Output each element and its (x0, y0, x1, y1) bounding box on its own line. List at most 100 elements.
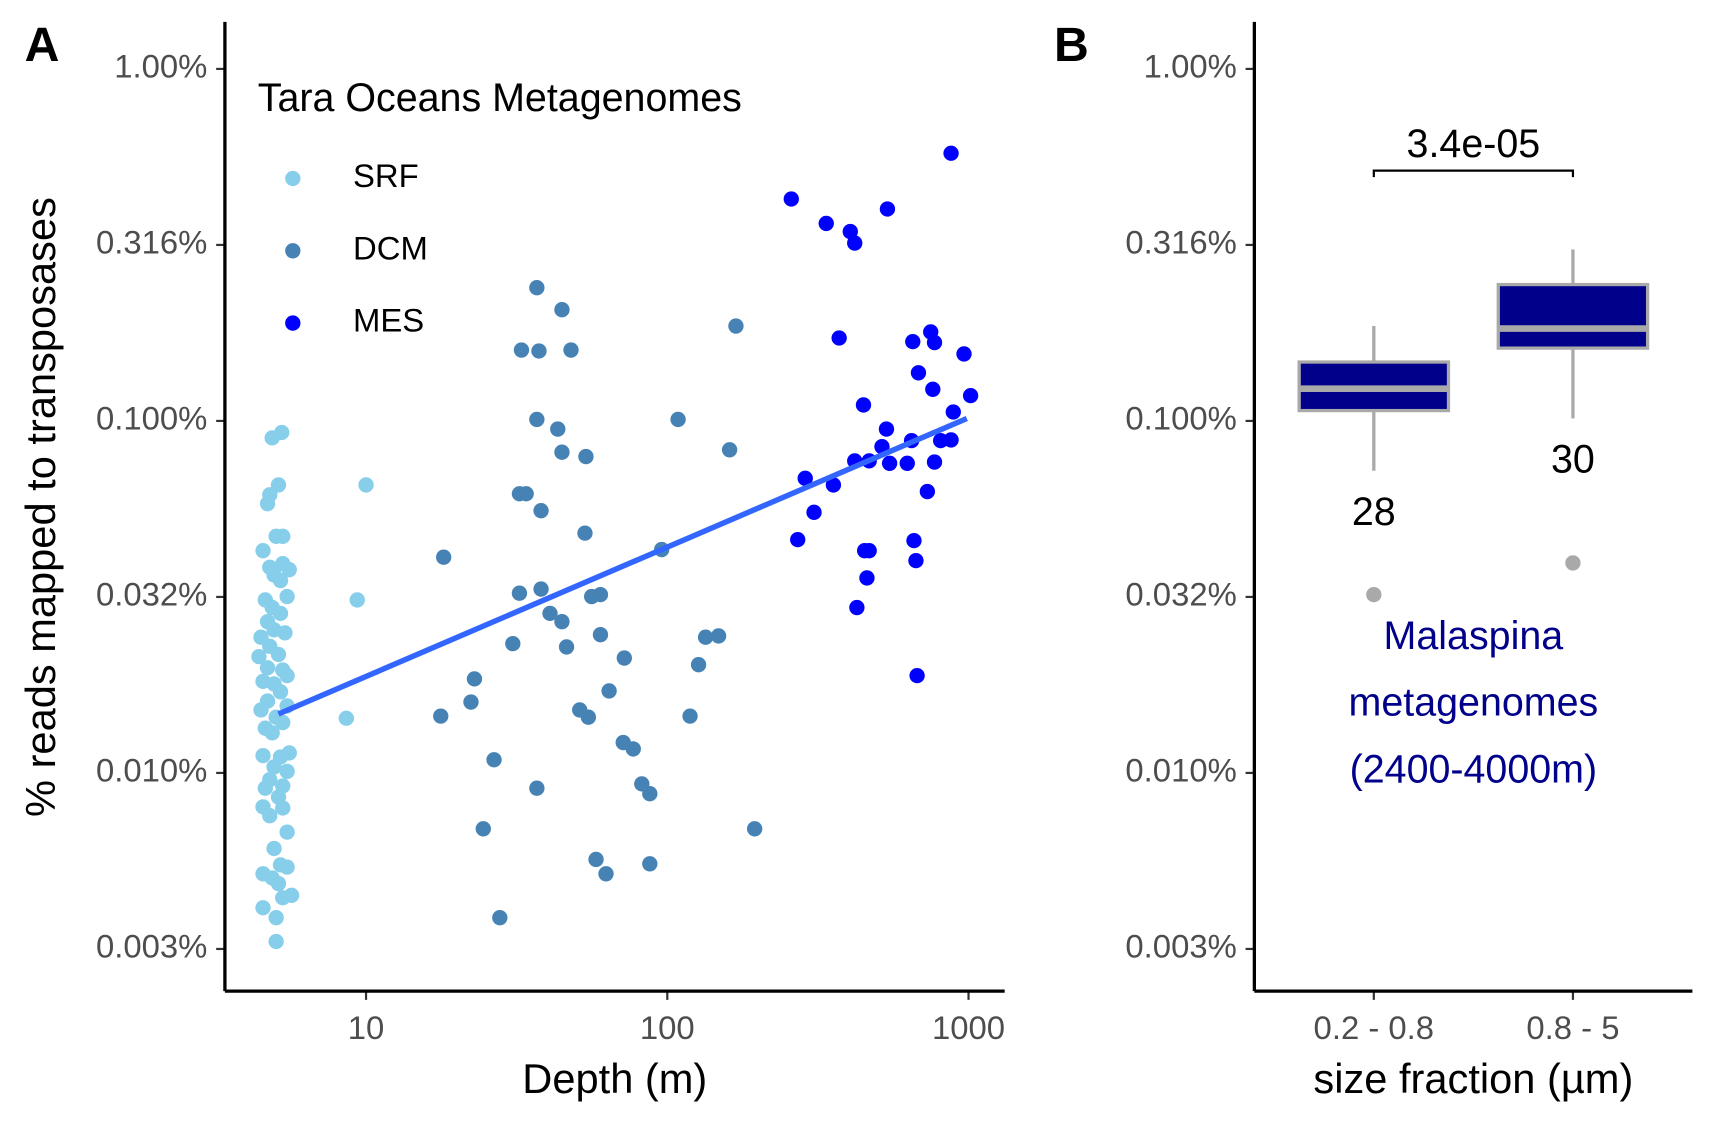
legend-title: Tara Oceans Metagenomes (258, 76, 742, 120)
point (919, 483, 936, 500)
point (861, 542, 877, 559)
point (642, 786, 658, 802)
annotation: Malaspina (1384, 614, 1564, 658)
x-axis-title: size fraction (µm) (1313, 1055, 1633, 1102)
outlier (1366, 586, 1382, 603)
box (1496, 282, 1650, 350)
point (859, 570, 875, 586)
point (783, 191, 799, 207)
point (436, 549, 452, 565)
point (592, 586, 609, 603)
point (251, 648, 267, 665)
point (588, 851, 604, 868)
point (905, 333, 921, 350)
point (849, 599, 865, 616)
point (275, 890, 291, 906)
point (910, 365, 927, 381)
point (945, 404, 961, 420)
y-tick-label: 0.032% (1125, 576, 1236, 613)
point (505, 635, 521, 652)
point (825, 477, 842, 493)
point (463, 694, 479, 710)
point (790, 531, 806, 548)
y-tick-label: 0.010% (96, 752, 207, 789)
point (909, 667, 925, 684)
point (746, 821, 763, 837)
point (338, 710, 354, 726)
legend-label: SRF (353, 157, 419, 194)
point (257, 780, 273, 796)
point (906, 532, 922, 549)
point (275, 528, 291, 545)
point (492, 910, 508, 926)
point (253, 702, 269, 718)
point (962, 387, 979, 404)
point (879, 201, 896, 217)
point (279, 824, 295, 840)
y-tick-label: 0.100% (1125, 400, 1236, 437)
point (670, 411, 686, 428)
point (358, 477, 374, 493)
point (266, 759, 282, 775)
y-tick-label: 0.003% (96, 928, 207, 965)
significance-label: 3.4e-05 (1407, 122, 1541, 166)
point (721, 442, 738, 458)
point (842, 223, 858, 240)
point (578, 448, 594, 465)
point (881, 455, 898, 471)
point (855, 397, 872, 413)
outlier (1565, 555, 1581, 571)
point (625, 741, 641, 757)
point (598, 866, 614, 882)
point (531, 343, 547, 359)
point (279, 859, 295, 875)
point (616, 650, 632, 666)
point (558, 639, 575, 655)
y-tick-label: 1.00% (114, 48, 207, 85)
point (475, 821, 491, 837)
point (554, 444, 570, 460)
point (529, 780, 545, 796)
point (511, 585, 528, 601)
point (797, 470, 813, 486)
point (956, 346, 972, 362)
point (943, 145, 959, 161)
point (262, 487, 278, 503)
legend-marker (285, 170, 301, 187)
panel-label: B (1054, 18, 1089, 72)
x-tick-label: 10 (348, 1009, 385, 1046)
point (847, 235, 863, 251)
point (270, 875, 287, 892)
point (255, 900, 271, 916)
point (592, 627, 609, 643)
x-tick-label: 100 (640, 1009, 695, 1046)
point (542, 605, 558, 622)
point (554, 302, 570, 318)
point (268, 910, 284, 926)
count-label: 30 (1551, 438, 1595, 482)
y-axis-title: % reads mapped to transposases (17, 197, 64, 817)
panel-label: A (25, 18, 60, 72)
point (878, 421, 895, 437)
x-tick-label: 0.8 - 5 (1526, 1009, 1619, 1046)
point (926, 334, 943, 351)
y-tick-label: 0.032% (96, 576, 207, 613)
y-tick-label: 0.316% (1125, 224, 1236, 261)
y-tick-label: 0.003% (1125, 928, 1236, 965)
trend-line (277, 415, 968, 717)
point (255, 747, 271, 764)
point (580, 709, 597, 725)
x-axis-title: Depth (m) (522, 1055, 707, 1102)
point (550, 421, 566, 437)
point (272, 684, 289, 700)
annotation: metagenomes (1349, 681, 1599, 725)
y-tick-label: 0.316% (96, 224, 207, 261)
point (266, 840, 282, 857)
point (529, 411, 545, 428)
point (818, 215, 834, 232)
legend-marker (285, 243, 301, 259)
point (554, 613, 570, 630)
y-tick-label: 0.010% (1125, 752, 1236, 789)
legend-label: MES (353, 302, 424, 339)
